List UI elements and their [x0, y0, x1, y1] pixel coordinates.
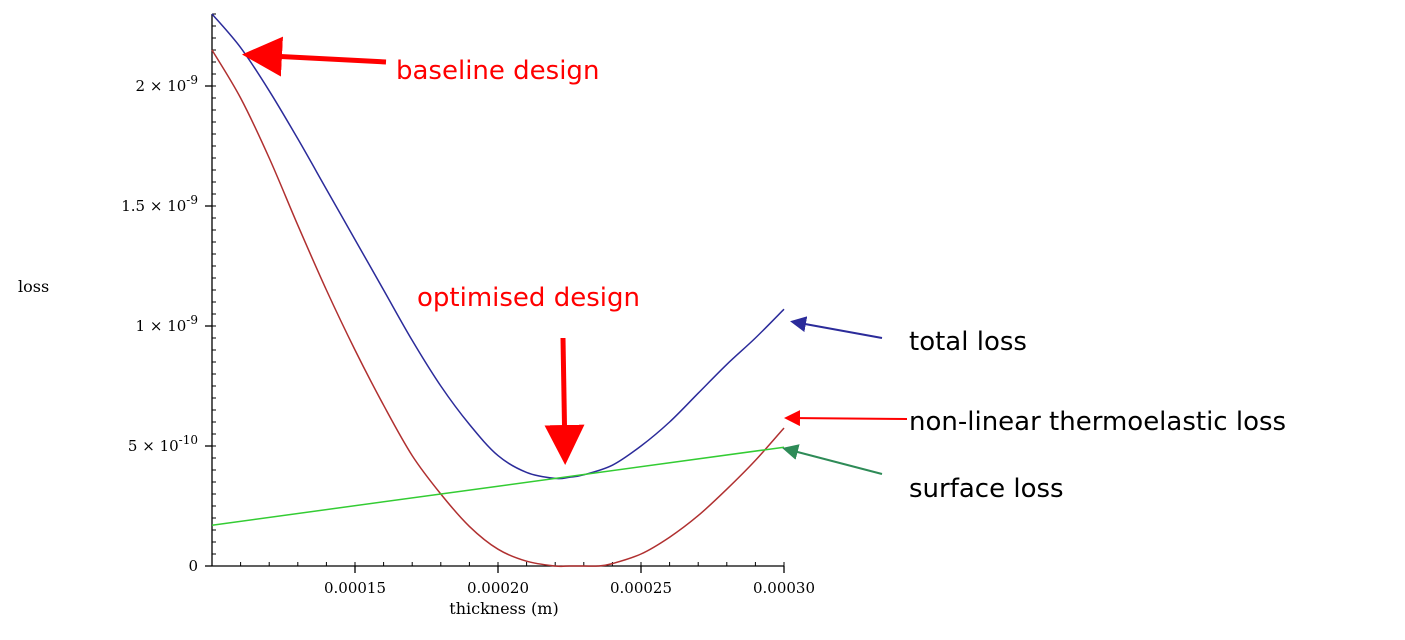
y-tick-label: 1.5 × 10-9 [121, 193, 198, 215]
baseline-arrow [242, 36, 387, 77]
x-tick-label: 0.00025 [610, 579, 672, 597]
optimised-arrow [544, 337, 585, 465]
annotation-surface-loss: surface loss [909, 474, 1064, 504]
y-tick-label: 5 × 10-10 [128, 433, 198, 455]
total-loss-arrow [790, 316, 883, 339]
annotation-baseline-design: baseline design [396, 56, 599, 86]
x-axis-title: thickness (m) [449, 599, 558, 618]
y-tick-label: 2 × 10-9 [136, 73, 198, 95]
x-ticks: 0.00015 0.00020 0.00025 0.00030 [324, 566, 815, 597]
annotation-optimised-design: optimised design [417, 283, 640, 313]
x-tick-label: 0.00015 [324, 579, 386, 597]
minor-ticks [211, 13, 785, 567]
series-layer [211, 13, 785, 568]
surface-loss-arrow [782, 444, 883, 475]
x-tick-label: 0.00030 [753, 579, 815, 597]
axes: 0.00015 0.00020 0.00025 0.00030 0 5 × 10-10 1… [121, 13, 815, 597]
series-line-thermoelastic [211, 49, 785, 568]
x-tick-label: 0.00020 [467, 579, 529, 597]
y-tick-label: 1 × 10-9 [136, 313, 198, 335]
annotation-thermoelastic-loss: non-linear thermoelastic loss [909, 407, 1286, 437]
series-line-surface [211, 446, 785, 526]
y-axis-title: loss [18, 277, 49, 296]
thermoelastic-arrow [784, 410, 908, 427]
y-ticks: 0 5 × 10-10 1 × 10-9 1.5 × 10-9 2 × 10-9 [121, 73, 212, 575]
annotation-total-loss: total loss [909, 327, 1027, 357]
series-line-total [211, 13, 785, 480]
y-tick-label: 0 [188, 557, 198, 575]
